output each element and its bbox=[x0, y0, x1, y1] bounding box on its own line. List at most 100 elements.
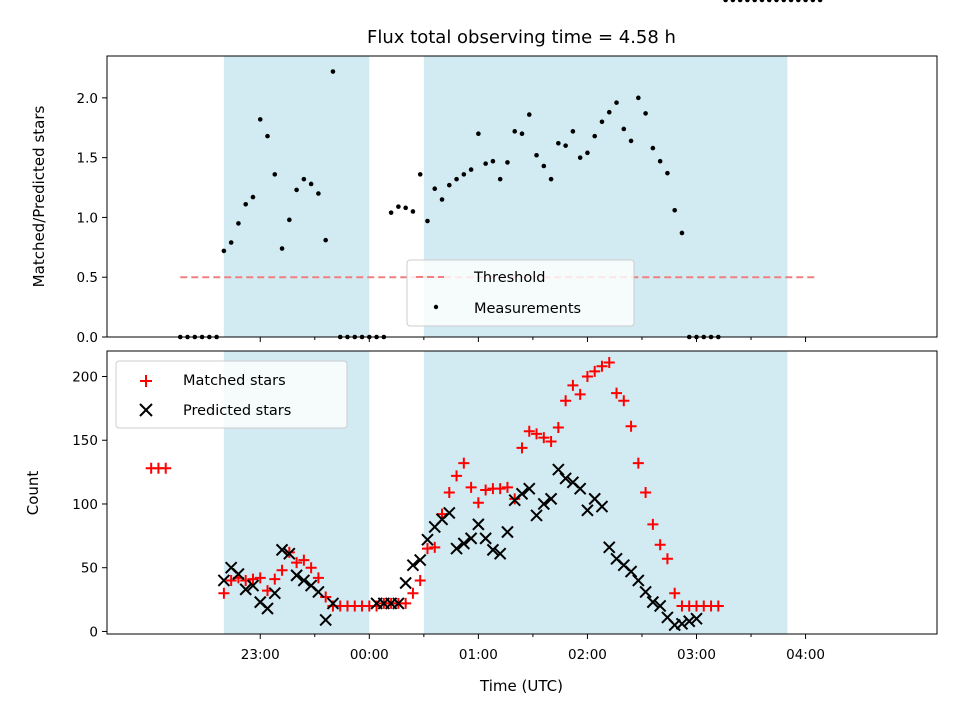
predicted-star-marker bbox=[690, 612, 703, 625]
predicted-star-marker bbox=[573, 482, 587, 495]
counts-legend-box bbox=[115, 360, 348, 429]
x-tick-label: 04:00 bbox=[786, 647, 825, 663]
y-tick-label: 1.5 bbox=[77, 151, 98, 167]
measurement-point bbox=[810, 0, 816, 3]
measurement-point bbox=[396, 204, 401, 209]
legend-matched-label: Matched stars bbox=[183, 373, 286, 389]
y-tick-label: 0.5 bbox=[77, 270, 98, 286]
matched-star-marker bbox=[552, 421, 564, 433]
measurement-point bbox=[330, 69, 336, 74]
predicted-star-marker bbox=[523, 482, 536, 495]
measurement-point bbox=[556, 140, 561, 146]
measurement-point bbox=[526, 112, 532, 117]
matched-star-marker bbox=[407, 587, 419, 599]
measurement-point bbox=[476, 131, 481, 137]
measurement-point bbox=[287, 217, 292, 223]
predicted-star-marker bbox=[406, 558, 420, 572]
measurement-point bbox=[534, 152, 539, 158]
measurement-point bbox=[446, 182, 452, 188]
measurement-point bbox=[257, 117, 263, 122]
predicted-star-marker bbox=[501, 525, 514, 539]
predicted-star-marker bbox=[544, 492, 558, 506]
measurement-point bbox=[461, 172, 467, 177]
measurement-point bbox=[512, 129, 518, 134]
matched-star-marker bbox=[160, 462, 172, 474]
measurement-point bbox=[308, 181, 314, 187]
y-tick-label: 1.0 bbox=[77, 210, 98, 226]
measurement-point bbox=[606, 109, 612, 115]
predicted-star-marker bbox=[486, 543, 500, 557]
matched-star-marker bbox=[654, 539, 666, 551]
predicted-star-marker bbox=[537, 497, 551, 511]
matched-star-marker bbox=[247, 573, 259, 585]
measurement-point bbox=[316, 191, 321, 196]
x-tick-label: 01:00 bbox=[459, 647, 498, 663]
measurement-point bbox=[221, 248, 227, 254]
predicted-star-marker bbox=[493, 547, 507, 560]
measurement-point bbox=[272, 172, 278, 177]
measurement-point bbox=[432, 186, 438, 192]
measurement-point bbox=[425, 218, 430, 224]
predicted-star-marker bbox=[283, 547, 296, 560]
matched-star-marker bbox=[254, 572, 266, 584]
x-tick-label: 23:00 bbox=[241, 647, 280, 663]
matched-star-marker bbox=[269, 573, 281, 585]
predicted-star-marker bbox=[413, 553, 427, 567]
y-tick-label: 100 bbox=[72, 497, 98, 513]
matched-star-marker bbox=[240, 574, 252, 586]
matched-star-marker bbox=[647, 518, 659, 530]
legend-threshold-label: Threshold bbox=[473, 270, 545, 286]
measurement-point bbox=[468, 167, 474, 172]
measurement-point bbox=[781, 0, 787, 3]
matched-star-marker bbox=[531, 428, 543, 440]
matched-star-marker bbox=[443, 487, 455, 498]
matched-star-marker bbox=[581, 370, 593, 382]
predicted-star-marker bbox=[559, 472, 572, 485]
measurement-point bbox=[665, 170, 670, 176]
y-tick-label: 50 bbox=[81, 561, 98, 577]
matched-star-marker bbox=[494, 483, 506, 495]
y-tick-label: 200 bbox=[72, 369, 98, 385]
predicted-star-marker bbox=[530, 509, 543, 522]
x-tick-label: 00:00 bbox=[350, 647, 389, 663]
measurement-point bbox=[454, 176, 459, 182]
measurement-point bbox=[636, 95, 641, 101]
measurement-point bbox=[294, 187, 299, 193]
measurement-point bbox=[752, 0, 757, 3]
matched-star-marker bbox=[225, 574, 237, 586]
predicted-star-marker bbox=[239, 583, 252, 596]
measurement-point bbox=[548, 176, 554, 182]
predicted-star-marker bbox=[268, 586, 281, 600]
matched-star-marker bbox=[611, 387, 623, 399]
legend-measurements-label: Measurements bbox=[474, 301, 581, 317]
legend-predicted-swatch bbox=[139, 403, 153, 417]
matched-star-marker bbox=[421, 543, 433, 555]
measurement-point bbox=[774, 0, 779, 3]
legend-predicted-label: Predicted stars bbox=[183, 403, 291, 419]
matched-star-marker bbox=[480, 484, 492, 496]
measurement-point bbox=[796, 0, 801, 3]
predicted-star-marker bbox=[326, 597, 340, 610]
matched-star-marker bbox=[472, 497, 484, 509]
predicted-star-marker bbox=[646, 595, 660, 609]
measurement-point bbox=[483, 161, 488, 166]
measurement-point bbox=[301, 176, 307, 182]
matched-star-marker bbox=[661, 553, 673, 565]
matched-star-marker bbox=[305, 562, 317, 574]
measurement-point bbox=[737, 0, 743, 3]
measurement-point bbox=[417, 172, 423, 177]
predicted-star-marker bbox=[290, 569, 303, 582]
matched-star-marker bbox=[429, 541, 441, 553]
matched-star-marker bbox=[516, 442, 528, 454]
predicted-star-marker bbox=[319, 613, 332, 627]
shaded-interval bbox=[223, 56, 370, 337]
predicted-star-marker bbox=[479, 532, 492, 545]
measurement-point bbox=[279, 246, 285, 251]
measurement-point bbox=[410, 209, 416, 214]
measurement-point bbox=[519, 131, 525, 137]
matched-star-marker bbox=[501, 481, 513, 493]
predicted-star-marker bbox=[552, 463, 565, 476]
measurement-point bbox=[599, 119, 605, 125]
predicted-star-marker bbox=[421, 533, 434, 546]
measurement-point bbox=[403, 205, 408, 211]
